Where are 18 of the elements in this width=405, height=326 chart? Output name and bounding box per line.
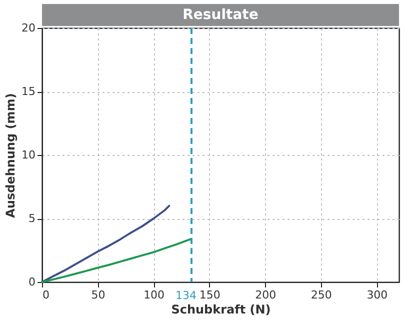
y-tick-label: 10	[22, 148, 36, 162]
x-tick-label: 250	[310, 288, 332, 302]
x-tick-label: 150	[199, 288, 220, 302]
line-series	[41, 238, 192, 283]
line-series	[41, 204, 170, 283]
x-tick-label: 200	[255, 288, 276, 302]
y-tick-label: 5	[28, 212, 36, 225]
x-tick-label: 100	[144, 288, 165, 302]
x-tick-label: 0	[42, 288, 50, 302]
x-axis-title: Schubkraft (N)	[171, 302, 271, 316]
y-tick-label: 20	[22, 22, 36, 34]
x-tick-label: 300	[366, 288, 388, 302]
y-tick-label: 0	[28, 276, 36, 288]
ref-line-label: 134	[175, 289, 196, 302]
x-tick-label: 50	[91, 288, 106, 302]
y-tick-label: 15	[22, 85, 36, 98]
y-axis-title: Ausdehnung (mm)	[4, 93, 18, 218]
chart-title: Resultate	[42, 4, 399, 26]
